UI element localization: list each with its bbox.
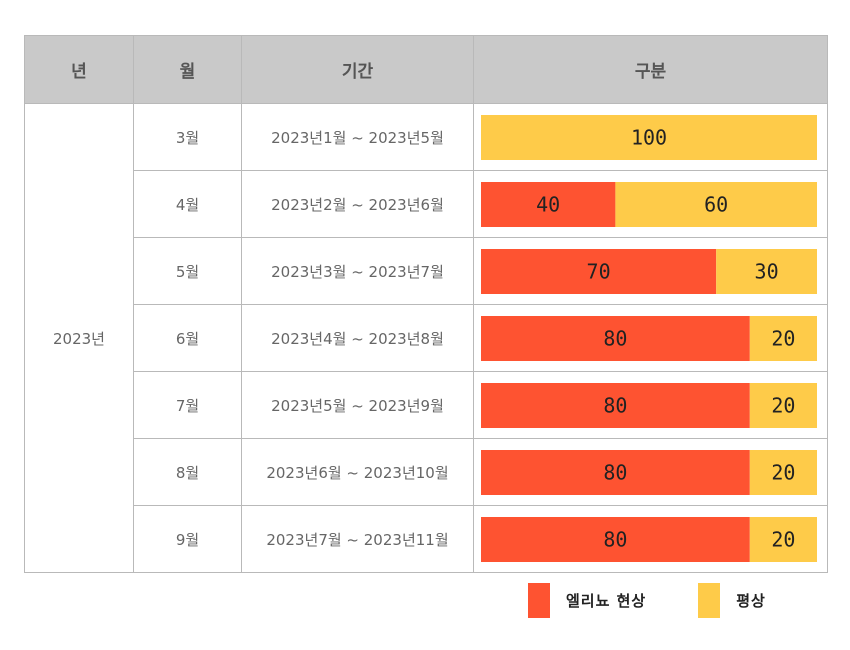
data-label: 80 [603,326,627,350]
data-label: 40 [536,192,560,216]
bar-cell: 40 60 [473,170,828,238]
period-cell: 2023년5월 ~ 2023년9월 [241,371,474,439]
data-label: 100 [631,125,667,149]
period-cell: 2023년6월 ~ 2023년10월 [241,438,474,506]
bar-cell: 80 20 [473,371,828,439]
stacked-bar: 80 20 [481,382,817,428]
bar-segment-series-b [749,449,817,495]
month-cell: 5월 [133,237,242,305]
table-row: 6월 2023년4월 ~ 2023년8월 80 20 [25,304,828,372]
header-period: 기간 [241,35,474,104]
bar-cell: 80 20 [473,304,828,372]
bar-cell: 80 20 [473,505,828,573]
legend-swatch-series-a [528,583,550,618]
bar-segment-series-a [481,181,616,227]
period-cell: 2023년7월 ~ 2023년11월 [241,505,474,573]
bar-segment-series-a [481,315,750,361]
bar-segment-series-a [481,248,717,294]
data-label: 30 [755,259,779,283]
period-cell: 2023년3월 ~ 2023년7월 [241,237,474,305]
table-row: 8월 2023년6월 ~ 2023년10월 80 20 [25,438,828,506]
table-body: 2023년 3월 2023년1월 ~ 2023년5월 100 4월 2023년2월 ~ 2… [24,103,828,573]
legend-label-series-a: 엘리뇨 현상 [566,592,647,610]
header-month: 월 [133,35,242,104]
stacked-bar: 100 [481,114,817,160]
legend-label-series-b: 평상 [736,592,766,610]
data-label: 20 [771,326,795,350]
period-cell: 2023년2월 ~ 2023년6월 [241,170,474,238]
data-label: 70 [587,259,611,283]
bar-segment-series-b [749,516,817,562]
month-cell: 6월 [133,304,242,372]
bar-cell: 100 [473,103,828,171]
table-row: 9월 2023년7월 ~ 2023년11월 80 20 [25,505,828,573]
month-cell: 7월 [133,371,242,439]
month-cell: 9월 [133,505,242,573]
period-cell: 2023년4월 ~ 2023년8월 [241,304,474,372]
bar-segment-series-b [749,382,817,428]
stacked-bar: 80 20 [481,315,817,361]
legend-item-series-b: 평상 [698,583,766,618]
legend-item-series-a: 엘리뇨 현상 [528,583,646,618]
bar-cell: 80 20 [473,438,828,506]
stacked-bar: 80 20 [481,449,817,495]
table-row: 5월 2023년3월 ~ 2023년7월 70 30 [25,237,828,305]
header-category: 구분 [473,35,828,104]
header-year: 년 [24,35,134,104]
bar-segment-series-b [481,114,817,160]
table-row: 7월 2023년5월 ~ 2023년9월 80 20 [25,371,828,439]
data-label: 80 [603,527,627,551]
month-cell: 4월 [133,170,242,238]
bar-segment-series-a [481,382,750,428]
bar-segment-series-a [481,449,750,495]
bar-segment-series-b [749,315,817,361]
bar-cell: 70 30 [473,237,828,305]
month-cell: 8월 [133,438,242,506]
bar-segment-series-b [716,248,817,294]
data-table: 년 월 기간 구분 2023년 3월 2023년1월 ~ 2023년5월 100 4월 2… [24,35,828,573]
table-row: 2023년 3월 2023년1월 ~ 2023년5월 100 [24,103,828,573]
table-row: 4월 2023년2월 ~ 2023년6월 40 60 [25,170,828,238]
chart-container: 년 월 기간 구분 2023년 3월 2023년1월 ~ 2023년5월 100 4월 2… [24,35,828,573]
year-cell: 2023년 [24,103,134,573]
data-label: 80 [603,460,627,484]
data-label: 20 [771,527,795,551]
stacked-bar: 70 30 [481,248,817,294]
bar-segment-series-b [615,181,817,227]
header-row: 년 월 기간 구분 [24,35,828,104]
legend-swatch-series-b [698,583,721,618]
data-label: 20 [771,393,795,417]
legend: 엘리뇨 현상 평상 [528,583,766,618]
bar-segment-series-a [481,516,750,562]
data-label: 60 [704,192,728,216]
month-cell: 3월 [133,103,242,171]
period-cell: 2023년1월 ~ 2023년5월 [241,103,474,171]
data-label: 80 [603,393,627,417]
stacked-bar: 40 60 [481,181,817,227]
stacked-bar: 80 20 [481,516,817,562]
data-label: 20 [771,460,795,484]
